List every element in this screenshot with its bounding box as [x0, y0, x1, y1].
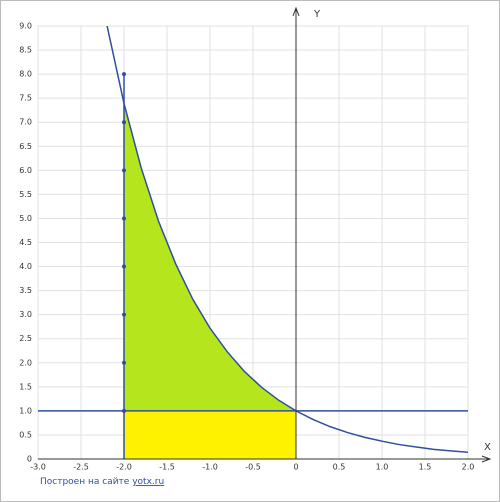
y-tick-label: 3.5 — [19, 286, 32, 295]
x-tick-label: -2.5 — [73, 463, 89, 472]
x-axis-label: X — [484, 442, 491, 453]
point — [122, 312, 126, 317]
y-tick-label: 4.5 — [19, 238, 32, 247]
y-tick-label: 7.0 — [19, 118, 32, 127]
y-tick-label: 2.0 — [19, 358, 32, 367]
x-tick-label: 1.0 — [376, 463, 389, 472]
x-tick-label: 0.5 — [333, 463, 346, 472]
point — [122, 360, 126, 365]
y-tick-label: 8.5 — [19, 46, 32, 55]
footer-link[interactable]: yotx.ru — [132, 477, 164, 487]
y-tick-label: 9.0 — [19, 22, 32, 31]
y-tick-label: 5.5 — [19, 190, 32, 199]
point — [122, 408, 126, 413]
y-tick-label: 6.5 — [19, 142, 32, 151]
x-axis-arrow — [481, 455, 492, 463]
y-tick-label: 4.0 — [19, 262, 32, 271]
curve — [106, 26, 468, 454]
y-tick-label: 1.5 — [19, 382, 32, 391]
shaded-area — [124, 103, 296, 411]
x-tick-label: -1.0 — [202, 463, 218, 472]
plot — [38, 26, 468, 459]
x-tick-label: -2.0 — [116, 463, 132, 472]
y-tick-label: 1.0 — [19, 406, 32, 415]
y-tick-label: 2.5 — [19, 334, 32, 343]
x-tick-label: -3.0 — [30, 463, 46, 472]
point — [122, 216, 126, 221]
x-tick-label: 2.0 — [462, 463, 475, 472]
axes: 0 0.5 1.0 1.5 2.0 2.5 3.0 3.5 4.0 4.5 5.0 5.5 6.0 6.5… — [19, 6, 492, 472]
y-axis-label: Y — [313, 9, 321, 20]
y-tick-label: 0.5 — [19, 430, 32, 439]
y-tick-label: 5.0 — [19, 214, 32, 223]
footer: Построен на сайте yotx.ru — [40, 477, 164, 487]
x-tick-label: -0.5 — [245, 463, 261, 472]
y-tick-label: 6.0 — [19, 166, 32, 175]
x-tick-label: -1.5 — [159, 463, 175, 472]
point — [122, 72, 126, 77]
point — [122, 168, 126, 173]
y-tick-label: 0 — [27, 455, 32, 464]
y-tick-label: 7.5 — [19, 94, 32, 103]
x-tick-label: 1.5 — [419, 463, 432, 472]
y-tick-label: 3.0 — [19, 310, 32, 319]
footer-text: Построен на сайте — [40, 477, 130, 487]
y-axis-arrow — [292, 6, 300, 17]
x-tick-label: 0 — [293, 463, 298, 472]
shaded-area — [124, 410, 296, 459]
point — [122, 120, 126, 125]
y-tick-label: 8.0 — [19, 70, 32, 79]
point — [122, 264, 126, 269]
